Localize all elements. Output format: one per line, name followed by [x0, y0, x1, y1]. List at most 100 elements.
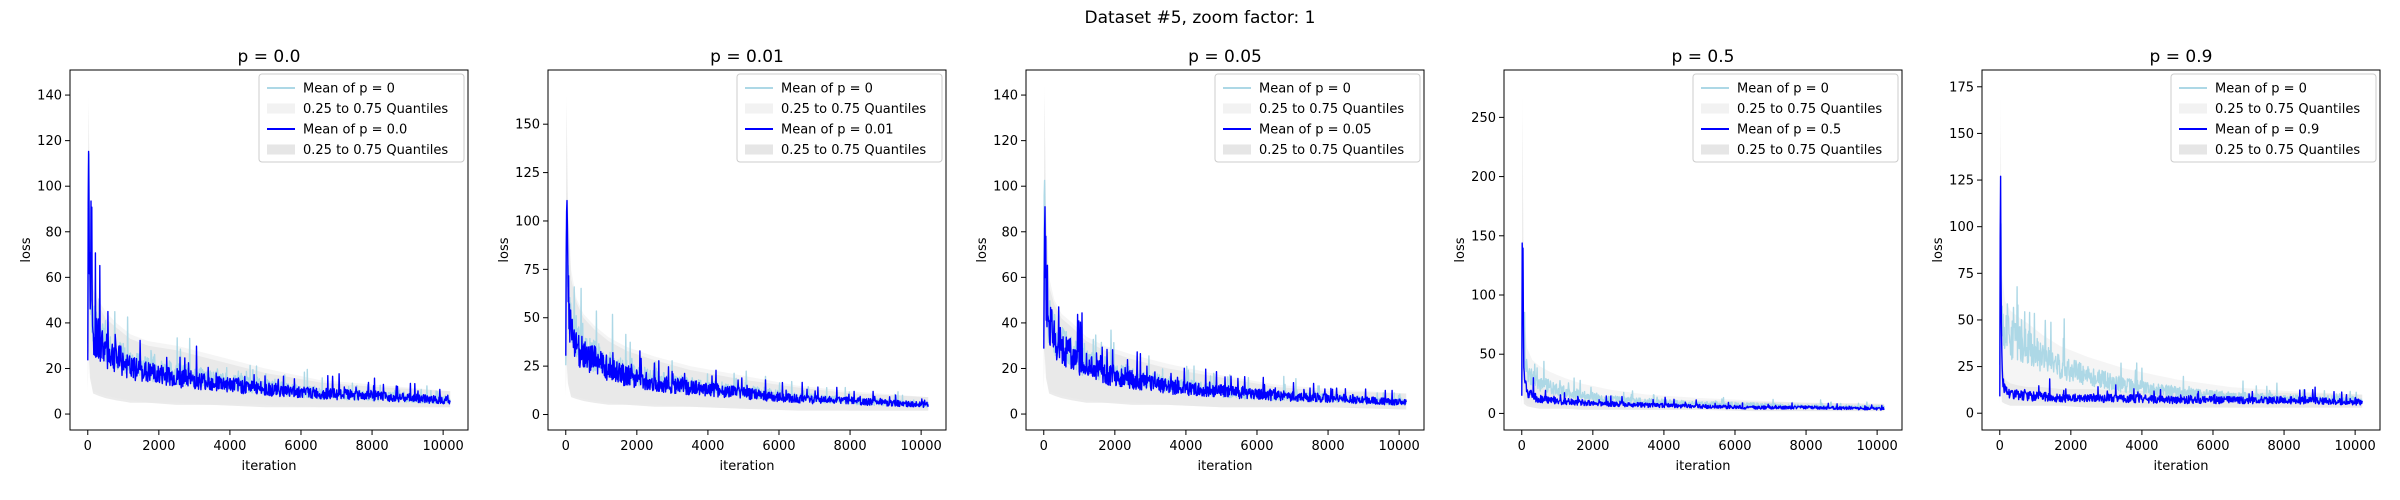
- y-tick-label: 60: [45, 271, 62, 286]
- subplot-4: 0 2000 4000 6000 8000 10000 0 25 50 75 100 125 150 17…: [1931, 47, 2381, 474]
- legend: Mean of p = 0 0.25 to 0.75 Quantiles Mean …: [1692, 73, 1899, 163]
- legend-box: [1214, 73, 1421, 163]
- legend-swatch-patch: [1223, 103, 1251, 114]
- y-tick-label: 0: [1966, 407, 1974, 422]
- y-tick-label: 125: [1949, 174, 1974, 189]
- plot-area: [1043, 83, 1407, 410]
- legend-box: [258, 73, 465, 163]
- y-tick-label: 200: [1471, 170, 1496, 185]
- y-tick-label: 20: [45, 362, 62, 377]
- x-tick-label: 8000: [1312, 439, 1345, 454]
- quantile-band-3: [87, 106, 451, 408]
- mean-line-2: [1521, 242, 1885, 411]
- subplot-title: p = 0.01: [710, 47, 784, 67]
- y-tick-label: 0: [54, 408, 62, 423]
- legend-label: 0.25 to 0.75 Quantiles: [2215, 143, 2360, 158]
- mean-line-2: [87, 150, 451, 405]
- legend-swatch-patch: [267, 103, 295, 114]
- subplot-1: 0 2000 4000 6000 8000 10000 0 25 50 75 100 125 150 p …: [497, 47, 947, 474]
- legend: Mean of p = 0 0.25 to 0.75 Quantiles Mean …: [736, 73, 943, 163]
- legend-label: 0.25 to 0.75 Quantiles: [303, 143, 448, 158]
- mean-line-2: [1043, 206, 1407, 406]
- x-tick-label: 10000: [2334, 439, 2375, 454]
- y-tick-label: 80: [45, 225, 62, 240]
- axes-frame: [1025, 69, 1425, 431]
- axes-frame: [1981, 69, 2381, 431]
- legend-label: Mean of p = 0: [1737, 82, 1829, 97]
- y-tick-label: 150: [1949, 127, 1974, 142]
- subplot-0: 0 2000 4000 6000 8000 10000 0 20 40 60 80 100 120 140…: [19, 47, 469, 474]
- quantile-band-1: [1521, 93, 1885, 412]
- legend: Mean of p = 0 0.25 to 0.75 Quantiles Mean …: [2170, 73, 2377, 163]
- x-axis-label: iteration: [1198, 459, 1253, 474]
- y-tick-label: 100: [1471, 289, 1496, 304]
- x-tick-label: 8000: [2268, 439, 2301, 454]
- y-tick-label: 75: [1957, 267, 1974, 282]
- y-tick-label: 50: [523, 311, 540, 326]
- x-axis-label: iteration: [1676, 459, 1731, 474]
- x-tick-label: 2000: [1576, 439, 1609, 454]
- y-tick-label: 100: [37, 180, 62, 195]
- x-tick-label: 0: [562, 439, 570, 454]
- x-tick-label: 0: [1040, 439, 1048, 454]
- x-tick-label: 6000: [1718, 439, 1751, 454]
- x-tick-label: 6000: [1240, 439, 1273, 454]
- y-tick-label: 0: [1488, 407, 1496, 422]
- x-tick-label: 0: [84, 439, 92, 454]
- legend-label: 0.25 to 0.75 Quantiles: [1259, 102, 1404, 117]
- x-axis-label: iteration: [242, 459, 297, 474]
- legend-swatch-patch: [1701, 144, 1729, 155]
- x-tick-label: 6000: [284, 439, 317, 454]
- legend-label: 0.25 to 0.75 Quantiles: [2215, 102, 2360, 117]
- x-tick-label: 8000: [834, 439, 867, 454]
- x-tick-label: 4000: [691, 439, 724, 454]
- legend: Mean of p = 0 0.25 to 0.75 Quantiles Mean …: [258, 73, 465, 163]
- axes-frame: [547, 69, 947, 431]
- x-tick-label: 4000: [1169, 439, 1202, 454]
- y-tick-label: 150: [1471, 229, 1496, 244]
- legend-label: 0.25 to 0.75 Quantiles: [1259, 143, 1404, 158]
- legend-label: Mean of p = 0: [2215, 82, 2307, 97]
- x-tick-label: 4000: [213, 439, 246, 454]
- legend-label: 0.25 to 0.75 Quantiles: [303, 102, 448, 117]
- y-tick-label: 150: [515, 118, 540, 133]
- x-axis-label: iteration: [720, 459, 775, 474]
- x-tick-label: 4000: [2125, 439, 2158, 454]
- x-tick-label: 8000: [356, 439, 389, 454]
- legend-box: [2170, 73, 2377, 163]
- x-axis-label: iteration: [2154, 459, 2209, 474]
- legend-label: Mean of p = 0.01: [781, 123, 894, 138]
- y-tick-label: 100: [993, 180, 1018, 195]
- y-axis-label: loss: [19, 237, 34, 262]
- mean-line-2: [1999, 175, 2363, 406]
- legend-swatch-patch: [2179, 103, 2207, 114]
- legend-label: 0.25 to 0.75 Quantiles: [1737, 143, 1882, 158]
- legend-label: 0.25 to 0.75 Quantiles: [1737, 102, 1882, 117]
- y-tick-label: 80: [1001, 225, 1018, 240]
- y-tick-label: 175: [1949, 80, 1974, 95]
- y-tick-label: 125: [515, 166, 540, 181]
- plot-area: [1999, 96, 2363, 408]
- x-tick-label: 8000: [1790, 439, 1823, 454]
- plot-area: [565, 95, 929, 411]
- y-tick-label: 250: [1471, 111, 1496, 126]
- legend-box: [1692, 73, 1899, 163]
- x-tick-label: 2000: [620, 439, 653, 454]
- mean-line-2: [565, 199, 929, 408]
- legend: Mean of p = 0 0.25 to 0.75 Quantiles Mean …: [1214, 73, 1421, 163]
- x-tick-label: 2000: [2054, 439, 2087, 454]
- legend-box: [736, 73, 943, 163]
- legend-label: Mean of p = 0.05: [1259, 123, 1372, 138]
- y-tick-label: 25: [523, 360, 540, 375]
- y-tick-label: 100: [515, 214, 540, 229]
- y-axis-label: loss: [1453, 237, 1468, 262]
- legend-label: Mean of p = 0: [303, 82, 395, 97]
- legend-swatch-patch: [745, 144, 773, 155]
- y-tick-label: 100: [1949, 220, 1974, 235]
- legend-label: Mean of p = 0.9: [2215, 123, 2319, 138]
- y-axis-label: loss: [975, 237, 990, 262]
- y-tick-label: 140: [37, 89, 62, 104]
- x-tick-label: 4000: [1647, 439, 1680, 454]
- subplot-3: 0 2000 4000 6000 8000 10000 0 50 100 150 200 250 p =…: [1453, 47, 1903, 474]
- x-tick-label: 10000: [900, 439, 941, 454]
